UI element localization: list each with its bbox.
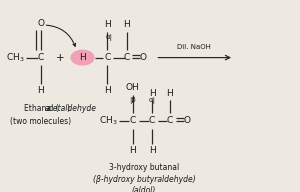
Text: H: H bbox=[149, 89, 155, 98]
Text: H: H bbox=[129, 146, 136, 155]
Text: C: C bbox=[104, 53, 110, 62]
Text: C: C bbox=[167, 117, 173, 125]
Text: (aldol): (aldol) bbox=[132, 186, 156, 192]
Text: H: H bbox=[79, 53, 86, 62]
Text: Dil. NaOH: Dil. NaOH bbox=[178, 44, 211, 50]
Text: H: H bbox=[104, 86, 111, 95]
Text: Ethanal (: Ethanal ( bbox=[24, 104, 59, 113]
Text: H: H bbox=[149, 146, 155, 155]
Text: α|: α| bbox=[148, 97, 155, 104]
Text: (two molecules): (two molecules) bbox=[10, 118, 71, 126]
Text: α|: α| bbox=[106, 34, 112, 41]
FancyArrowPatch shape bbox=[46, 25, 76, 46]
Text: OH: OH bbox=[126, 83, 140, 92]
Text: +: + bbox=[56, 53, 64, 63]
Text: H: H bbox=[104, 21, 111, 29]
Text: 3-hydroxy butanal: 3-hydroxy butanal bbox=[109, 164, 179, 172]
Text: O: O bbox=[140, 53, 147, 62]
Text: C: C bbox=[149, 117, 155, 125]
Text: CH$_3$: CH$_3$ bbox=[6, 51, 25, 64]
Text: |β: |β bbox=[130, 97, 136, 104]
Text: CH$_3$: CH$_3$ bbox=[99, 115, 118, 127]
Text: O: O bbox=[37, 19, 44, 27]
Text: C: C bbox=[130, 117, 136, 125]
Text: (β-hydroxy butyraldehyde): (β-hydroxy butyraldehyde) bbox=[93, 175, 195, 184]
Text: acetaldehyde: acetaldehyde bbox=[44, 104, 96, 113]
Text: C: C bbox=[124, 53, 130, 62]
Text: H: H bbox=[37, 86, 44, 95]
Text: H: H bbox=[167, 89, 173, 98]
Text: H: H bbox=[123, 21, 130, 29]
Circle shape bbox=[71, 50, 94, 65]
Text: C: C bbox=[38, 53, 44, 62]
Text: ): ) bbox=[66, 104, 69, 113]
Text: O: O bbox=[183, 117, 190, 125]
